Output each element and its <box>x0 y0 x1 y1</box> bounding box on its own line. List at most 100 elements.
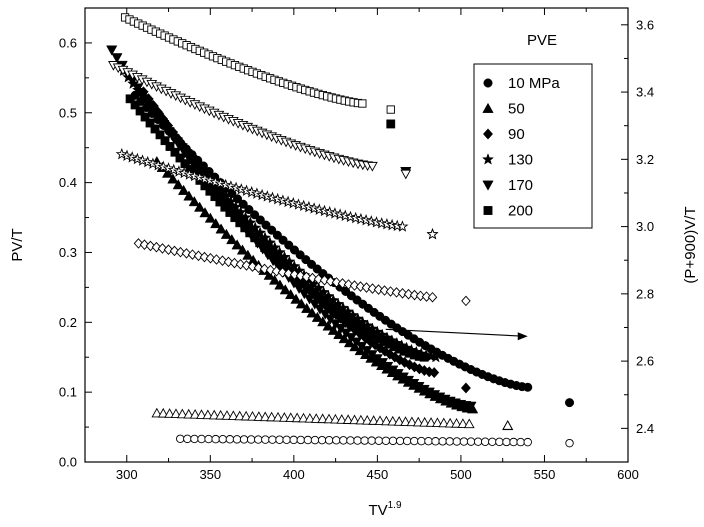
data-point <box>374 436 384 445</box>
data-point <box>263 236 276 248</box>
x-tick-label: 400 <box>283 467 305 482</box>
data-point <box>170 147 180 157</box>
x-tick-label: 550 <box>534 467 556 482</box>
data-point <box>250 233 260 243</box>
data-point <box>215 223 227 234</box>
data-point <box>268 241 281 253</box>
data-point <box>188 196 200 207</box>
legend-marker-0 <box>483 78 493 88</box>
data-point <box>268 274 281 285</box>
data-point <box>272 230 282 240</box>
y2-tick-label: 2.8 <box>636 286 654 301</box>
data-point <box>419 416 431 427</box>
isolated-point <box>565 398 575 408</box>
x-axis-label-exponent: 1.9 <box>388 500 402 511</box>
data-point <box>307 272 318 284</box>
data-point <box>215 197 225 207</box>
legend-marker-3 <box>481 153 495 165</box>
data-point <box>240 410 252 421</box>
data-point <box>322 320 334 331</box>
isolated-point <box>460 382 471 394</box>
data-point <box>189 409 201 419</box>
data-point <box>240 223 250 233</box>
x-tick-label: 300 <box>116 467 138 482</box>
y2-tick-label: 2.6 <box>636 354 654 369</box>
data-point <box>209 175 222 188</box>
data-point <box>190 434 199 444</box>
data-point <box>379 285 390 296</box>
data-point <box>172 179 184 190</box>
data-point <box>303 294 316 305</box>
data-point <box>175 246 186 258</box>
data-point <box>196 409 207 419</box>
data-point <box>509 437 518 447</box>
data-point <box>354 344 366 356</box>
data-point <box>391 287 402 298</box>
data-point <box>327 324 340 335</box>
data-point <box>343 337 356 348</box>
data-point <box>438 437 447 446</box>
data-point <box>178 148 191 159</box>
data-point <box>211 254 222 265</box>
legend-entry: 50 <box>508 101 525 118</box>
data-point <box>502 437 511 447</box>
data-point <box>427 291 438 303</box>
data-point <box>151 407 163 418</box>
data-point <box>336 414 348 424</box>
data-point <box>304 412 316 423</box>
data-point <box>271 265 282 277</box>
data-point <box>415 290 426 302</box>
y-tick-label: 0.4 <box>59 175 77 190</box>
arrow-annotation <box>385 328 528 341</box>
data-point <box>298 412 309 423</box>
y-tick-label: 0.3 <box>59 245 77 260</box>
data-point <box>267 225 277 235</box>
data-point <box>130 100 140 110</box>
series-p900vt-8 <box>133 238 471 307</box>
data-point <box>137 90 149 102</box>
data-point <box>224 195 237 207</box>
data-point <box>385 218 399 231</box>
data-point <box>381 415 392 426</box>
data-point <box>242 249 254 260</box>
data-point <box>424 436 433 446</box>
data-point <box>349 414 360 425</box>
isolated-point <box>400 169 412 180</box>
data-point <box>111 53 123 64</box>
isolated-point <box>565 438 574 448</box>
data-point <box>311 311 324 322</box>
data-point <box>330 413 341 424</box>
data-point <box>258 231 272 244</box>
data-point <box>260 243 270 252</box>
data-point <box>282 435 291 445</box>
y2-tick-label: 3.2 <box>636 152 654 167</box>
isolated-point <box>461 295 471 307</box>
data-point <box>361 282 372 293</box>
data-point <box>133 238 144 249</box>
data-point <box>402 436 412 446</box>
data-point <box>157 407 169 418</box>
data-point <box>161 167 174 178</box>
data-point <box>255 238 265 248</box>
legend-entry: 10 MPa <box>508 75 560 92</box>
y2-axis-label: (P+900)V/T <box>682 206 699 283</box>
data-point <box>463 418 475 429</box>
data-point <box>323 413 335 424</box>
data-point <box>368 415 379 425</box>
data-point <box>246 435 256 444</box>
data-point <box>170 408 182 419</box>
series-p900vt-6 <box>176 434 574 448</box>
data-point <box>310 435 320 445</box>
data-point <box>120 149 134 162</box>
data-point <box>225 208 235 217</box>
data-point <box>465 401 477 412</box>
data-point <box>332 436 341 445</box>
data-point <box>202 409 214 420</box>
data-point <box>169 245 180 257</box>
data-point <box>163 127 175 138</box>
series-p900vt-7 <box>151 407 514 430</box>
data-point <box>188 169 201 182</box>
data-point <box>337 278 348 289</box>
data-point <box>131 152 144 165</box>
data-point <box>314 304 326 315</box>
